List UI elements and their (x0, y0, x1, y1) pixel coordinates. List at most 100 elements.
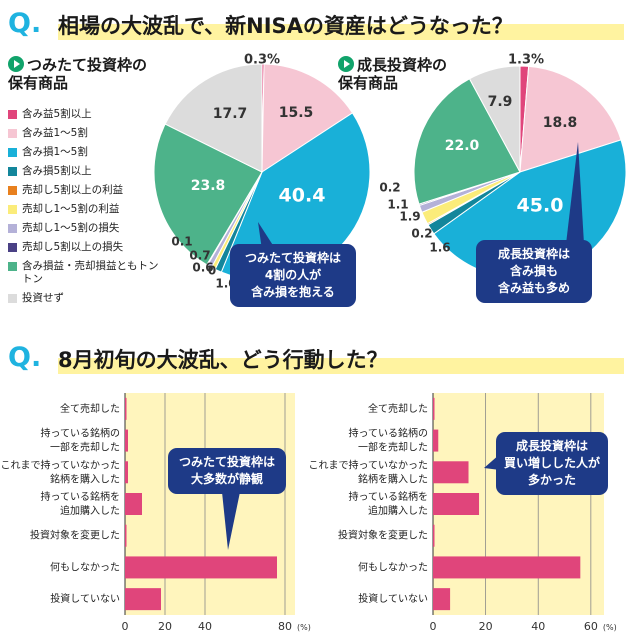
bar (433, 397, 435, 420)
legend-item: 投資せず (8, 292, 168, 305)
bar (125, 493, 142, 515)
bar (125, 429, 128, 452)
bar-category-label: 銘柄を購入した (358, 472, 428, 485)
pie-slice (153, 123, 263, 266)
legend-label: 投資せず (22, 292, 64, 304)
legend-swatch (8, 110, 17, 119)
legend-item: 含み損1～5割 (8, 146, 168, 159)
left-pie-bubble-line3: 含み損を抱える (251, 285, 335, 299)
pie-legend: 含み益5割以上 含み益1～5割 含み損1～5割 含み損5割以上 売却し5割以上の利益 売却… (8, 108, 168, 311)
right-bar-chart: 0 20 40 60 (%) 全て売却した持っている銘柄の一部を売却したこれまで持っていな… (309, 393, 617, 633)
bar-category-label: 一部を売却した (50, 441, 120, 454)
pie-value-label: 0.2 (411, 227, 432, 241)
pie-value-label: 1.9 (399, 210, 420, 224)
legend-label: 含み損1～5割 (22, 146, 88, 158)
legend-swatch (8, 167, 17, 176)
pie-slice (519, 65, 622, 173)
legend-item: 売却し1～5割の損失 (8, 222, 168, 235)
pie-value-label: 22.0 (445, 138, 480, 154)
left-bar-chart: 0 20 40 80 (%) 全て売却した持っている銘柄の一部を売却したこれまで持っていな… (1, 393, 311, 633)
legend-swatch (8, 148, 17, 157)
legend-label: 売却し1～5割の利益 (22, 203, 120, 215)
right-bar-bubble: 成長投資枠は 買い増しした人が 多かった (496, 432, 608, 495)
pie-slice (261, 63, 354, 173)
x-tick-label: 0 (430, 620, 437, 633)
pie-value-label: 0.2 (379, 181, 400, 195)
bar (433, 588, 451, 611)
pie-value-label: 18.8 (543, 115, 578, 131)
right-pie-title: 成長投資枠の 保有商品 (338, 56, 447, 92)
bar-category-label: 追加購入した (368, 504, 428, 517)
pie-slice (468, 65, 521, 173)
bar (125, 556, 277, 579)
bubble-tail (258, 222, 276, 250)
pie-value-label: 1.3% (508, 53, 544, 68)
x-unit-label: (%) (603, 623, 617, 632)
x-tick-label: 40 (198, 620, 212, 633)
legend-swatch (8, 129, 17, 138)
bar (433, 524, 435, 547)
x-tick-label: 20 (158, 620, 172, 633)
right-pie-bubble-line2: 含み損も (509, 264, 558, 278)
bar-category-label: 追加購入した (60, 504, 120, 517)
left-pie: 0.3%15.540.41.000.60.70.123.817.7 (153, 53, 371, 291)
right-pie-title-line1: 成長投資枠の (357, 56, 448, 74)
x-tick-label: 20 (479, 620, 493, 633)
pie-value-label: 0 (208, 264, 216, 278)
right-pie-title-line2: 保有商品 (338, 74, 399, 92)
q2-mark: Q. (8, 342, 42, 373)
pie-value-label: 0.7 (189, 249, 210, 263)
pie-value-label: 23.8 (191, 178, 226, 194)
bar-category-label: 全て売却した (368, 402, 428, 415)
bar-category-label: 銘柄を購入した (50, 472, 120, 485)
left-pie-title: つみたて投資枠の 保有商品 (8, 56, 147, 92)
bar-category-label: 投資していない (358, 592, 428, 605)
legend-item: 含み損5割以上 (8, 165, 168, 178)
q1-title: 相場の大波乱で、新NISAの資産はどうなった？ (58, 14, 513, 38)
bar-category-label: 投資していない (50, 592, 120, 605)
legend-label: 含み損5割以上 (22, 165, 92, 177)
left-pie-bubble-line1: つみたて投資枠は (244, 251, 341, 265)
pie-value-label: 40.4 (279, 185, 326, 207)
pie-value-label: 17.7 (213, 106, 248, 122)
pie-value-label: 0.6 (192, 261, 213, 275)
x-tick-label: 40 (531, 620, 545, 633)
q1-header: Q. 相場の大波乱で、新NISAの資産はどうなった？ (0, 6, 636, 42)
legend-item: 売却し5割以上の利益 (8, 184, 168, 197)
pie-value-label: 45.0 (517, 195, 564, 217)
bar (433, 493, 480, 515)
left-pie-title-line1: つみたて投資枠の (27, 56, 148, 74)
left-bar-bubble: つみたて投資枠は 大多数が静観 (168, 448, 286, 494)
bubble-tail (566, 142, 584, 244)
left-bar-bubble-line2: 大多数が静観 (190, 472, 263, 486)
bar-category-label: 持っている銘柄の (349, 427, 429, 440)
bar-category-label: 何もしなかった (50, 560, 120, 573)
bar (433, 429, 439, 452)
legend-swatch (8, 205, 17, 214)
q2-highlight (58, 358, 624, 374)
legend-swatch (8, 294, 17, 303)
bar (125, 461, 128, 484)
pie-value-label: 15.5 (279, 105, 314, 121)
right-pie-bubble-line1: 成長投資枠は (497, 247, 570, 261)
legend-label: 売却し5割以上の利益 (22, 184, 124, 196)
left-bar-bubble-line1: つみたて投資枠は (178, 455, 275, 469)
pie-slice (413, 78, 521, 205)
q1-mark: Q. (8, 8, 42, 39)
pie-value-label: 1.6 (429, 241, 450, 255)
pie-value-label: 1.1 (387, 198, 408, 212)
x-tick-label: 0 (122, 620, 129, 633)
bar-category-label: 投資対象を変更した (30, 529, 120, 542)
pie-value-label: 7.9 (488, 94, 513, 110)
right-pie-bubble-line3: 含み益も多め (497, 281, 570, 295)
right-bar-bubble-line2: 買い増しした人が (503, 456, 600, 470)
legend-label: 含み益5割以上 (22, 108, 92, 120)
plot-background (125, 393, 295, 615)
q2-title: 8月初旬の大波乱、どう行動した？ (58, 348, 388, 372)
legend-swatch (8, 224, 17, 233)
bar-category-label: これまで持っていなかった (1, 458, 121, 471)
legend-item: 売却し1～5割の利益 (8, 203, 168, 216)
legend-swatch (8, 186, 17, 195)
pie-slice (164, 63, 263, 173)
